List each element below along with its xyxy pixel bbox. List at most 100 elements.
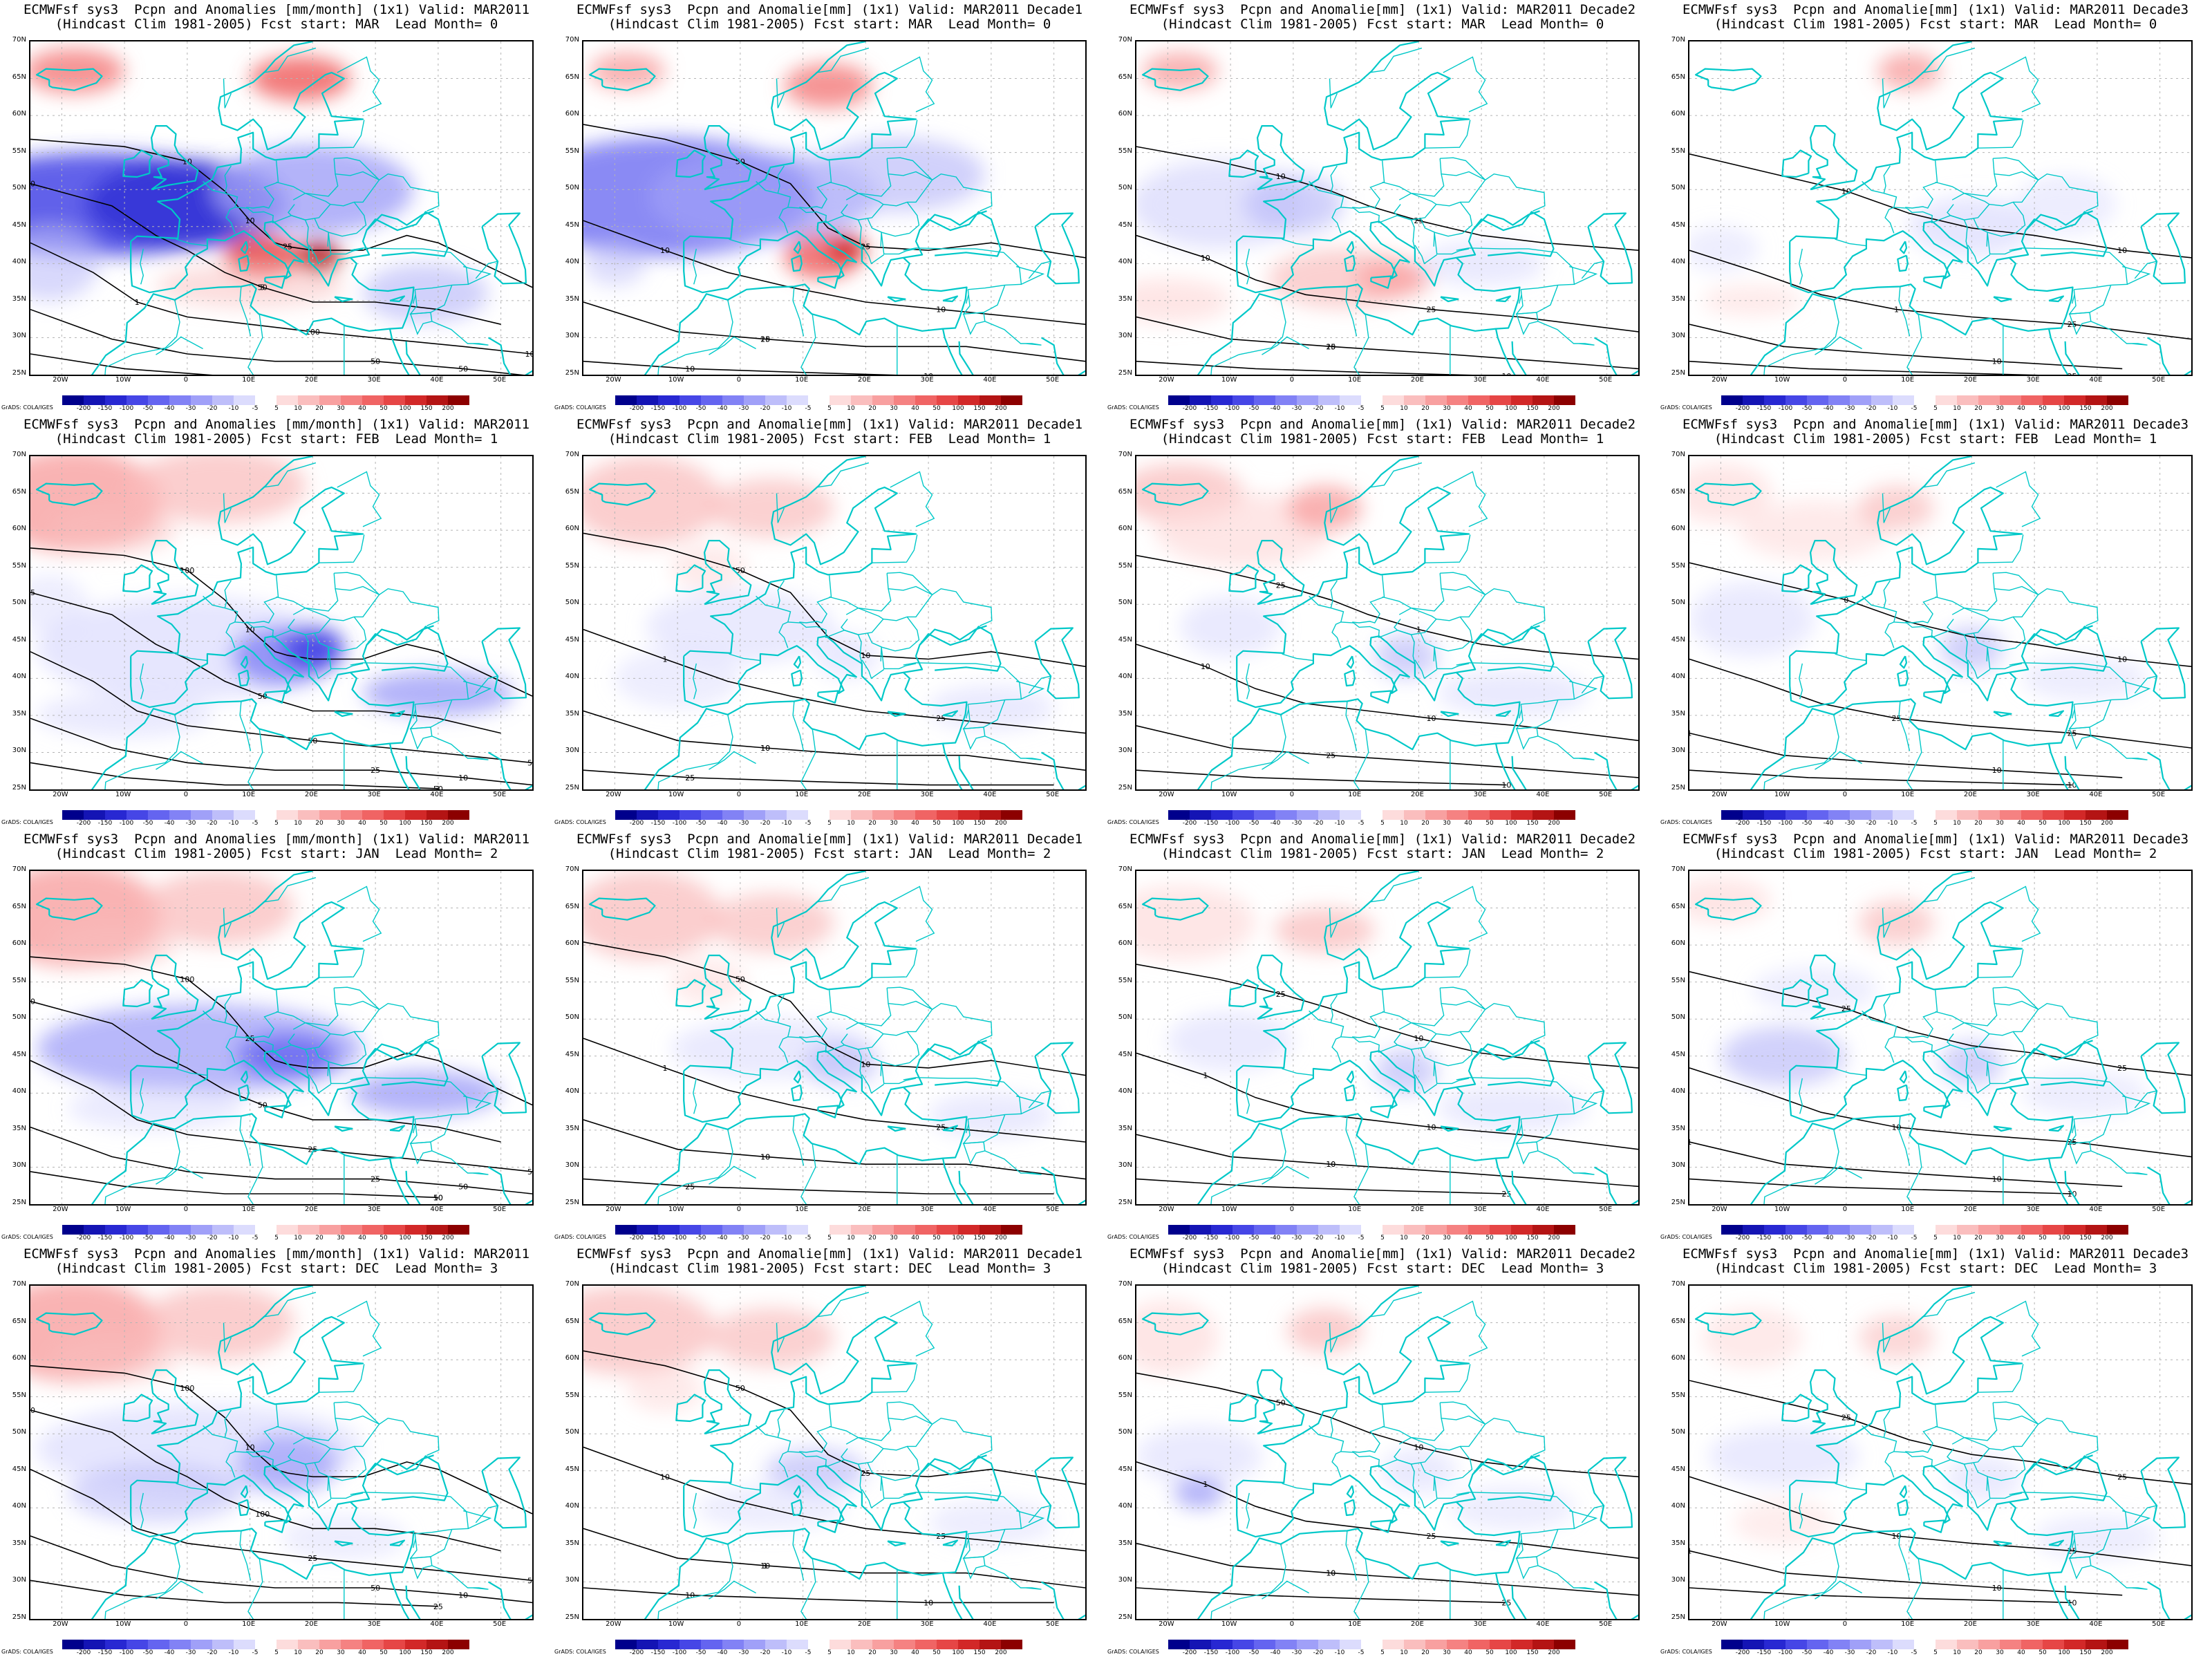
anomaly-region xyxy=(583,1286,715,1375)
country-border xyxy=(1210,1598,1239,1619)
coastline xyxy=(366,210,434,231)
colorbar-label: -40 xyxy=(164,1235,175,1241)
country-border xyxy=(327,1062,364,1085)
panel-title: ECMWFsf sys3 Pcpn and Anomalie[mm] (1x1)… xyxy=(1682,832,2189,847)
country-border xyxy=(1353,729,1369,789)
colorbar-label: -200 xyxy=(1735,1649,1750,1656)
coastline xyxy=(405,756,421,789)
country-border xyxy=(1353,1143,1369,1204)
longitude-tick-label: 30E xyxy=(1473,791,1487,798)
country-border xyxy=(657,354,686,375)
country-border xyxy=(1443,1300,1488,1357)
longitude-tick-label: 0 xyxy=(1289,1206,1295,1213)
colorbar-label: 150 xyxy=(973,1649,986,1656)
coastlines xyxy=(1695,41,2191,375)
contour-line xyxy=(30,718,532,786)
longitude-tick-label: 20E xyxy=(1410,1206,1424,1213)
latitude-tick-label: 65N xyxy=(565,487,579,496)
anomaly-region xyxy=(2021,656,2148,701)
contour-line xyxy=(583,301,1085,362)
colorbar-swatch xyxy=(894,810,915,820)
colorbar xyxy=(615,1225,1022,1235)
coastline xyxy=(793,1070,802,1084)
coastline xyxy=(238,669,250,687)
country-border xyxy=(239,286,252,337)
coastline xyxy=(1993,1125,2012,1132)
coastline xyxy=(1899,655,1908,669)
colorbar-label: -40 xyxy=(717,820,728,827)
contour-line xyxy=(1689,1550,2123,1596)
latitude-tick-label: 35N xyxy=(565,1539,579,1547)
contour-label: 25 xyxy=(1427,1532,1436,1541)
colorbar-swatch xyxy=(1318,810,1340,820)
latitude-tick-label: 40N xyxy=(565,673,579,681)
panel-subtitle: (Hindcast Clim 1981-2005) Fcst start: DE… xyxy=(608,1261,1051,1276)
coastline xyxy=(683,1040,1002,1123)
longitude-tick-label: 10E xyxy=(1901,1620,1915,1628)
colorbar-swatch xyxy=(212,1640,234,1649)
map-area: 25 10 10 25 10 1 10 xyxy=(1135,870,1640,1206)
contour-line xyxy=(583,1119,1085,1180)
country-border xyxy=(1456,1492,1575,1535)
contour-label: 25 xyxy=(371,766,380,775)
colorbar-swatch xyxy=(1168,1225,1190,1235)
colorbar-swatch xyxy=(2000,810,2021,820)
climatology-contours xyxy=(1136,146,1638,375)
latitude-tick-label: 40N xyxy=(1118,1087,1132,1096)
colorbar-label: -10 xyxy=(1334,1235,1345,1241)
colorbar-swatch xyxy=(1190,1225,1211,1235)
colorbar-label: 50 xyxy=(2038,1235,2047,1241)
colorbar-swatch xyxy=(1447,1225,1468,1235)
colorbar-swatch xyxy=(2000,1640,2021,1649)
colorbar-swatch xyxy=(148,395,169,405)
colorbar-swatch xyxy=(84,810,105,820)
colorbar-swatch xyxy=(298,1225,319,1235)
latitude-tick-label: 60N xyxy=(12,110,26,118)
colorbar-swatch xyxy=(1361,1225,1382,1235)
longitude-tick-label: 50E xyxy=(2152,376,2166,384)
colorbar-label: -100 xyxy=(672,1649,687,1656)
country-border xyxy=(887,1401,993,1456)
country-border xyxy=(903,662,1022,705)
latitude-tick-label: 45N xyxy=(565,1050,579,1058)
longitude-tick-label: 10E xyxy=(795,791,809,798)
country-border xyxy=(1994,1415,2039,1447)
colorbar-label: 50 xyxy=(1485,405,1494,412)
colorbar-label: 10 xyxy=(294,1235,302,1241)
coastline xyxy=(1034,627,1080,700)
country-border xyxy=(903,247,1022,290)
latitude-tick-label: 50N xyxy=(565,599,579,607)
coastline xyxy=(942,295,958,303)
forecast-panel: ECMWFsf sys3 Pcpn and Anomalie[mm] (1x1)… xyxy=(1106,830,1659,1244)
contour-line xyxy=(1689,1587,2072,1604)
coastline xyxy=(1695,897,1762,921)
country-border xyxy=(829,988,892,1027)
colorbar-swatch xyxy=(787,810,808,820)
colorbar-swatch xyxy=(362,1640,384,1649)
grads-credit: GrADS: COLA/IGES xyxy=(554,404,606,411)
latitude-tick-label: 65N xyxy=(1671,73,1685,81)
colorbar-label: -5 xyxy=(1358,1235,1365,1241)
latitude-tick-label: 50N xyxy=(565,1428,579,1436)
colorbar-swatch xyxy=(1001,810,1022,820)
colorbar-swatch xyxy=(1232,810,1254,820)
latitude-tick-label: 70N xyxy=(565,1280,579,1288)
contour-line xyxy=(583,124,1085,259)
country-border xyxy=(1518,1124,1522,1134)
country-border xyxy=(1340,207,1380,223)
colorbar-swatch xyxy=(298,1640,319,1649)
country-border xyxy=(861,1489,885,1509)
country-border xyxy=(1369,462,1423,488)
colorbar-label: 200 xyxy=(995,1235,1007,1241)
longitude-tick-label: 50E xyxy=(1046,1620,1060,1628)
country-border xyxy=(861,659,885,679)
map-area: 10050502550102550101 xyxy=(29,455,534,791)
contour-line xyxy=(583,1178,1054,1194)
coastline xyxy=(1236,626,1555,709)
coastline xyxy=(1993,711,2012,718)
climatology-contours xyxy=(1689,153,2191,375)
country-border xyxy=(272,214,310,250)
colorbar-label: -30 xyxy=(1291,1649,1302,1656)
coastline xyxy=(151,540,199,606)
country-border xyxy=(350,1077,469,1120)
